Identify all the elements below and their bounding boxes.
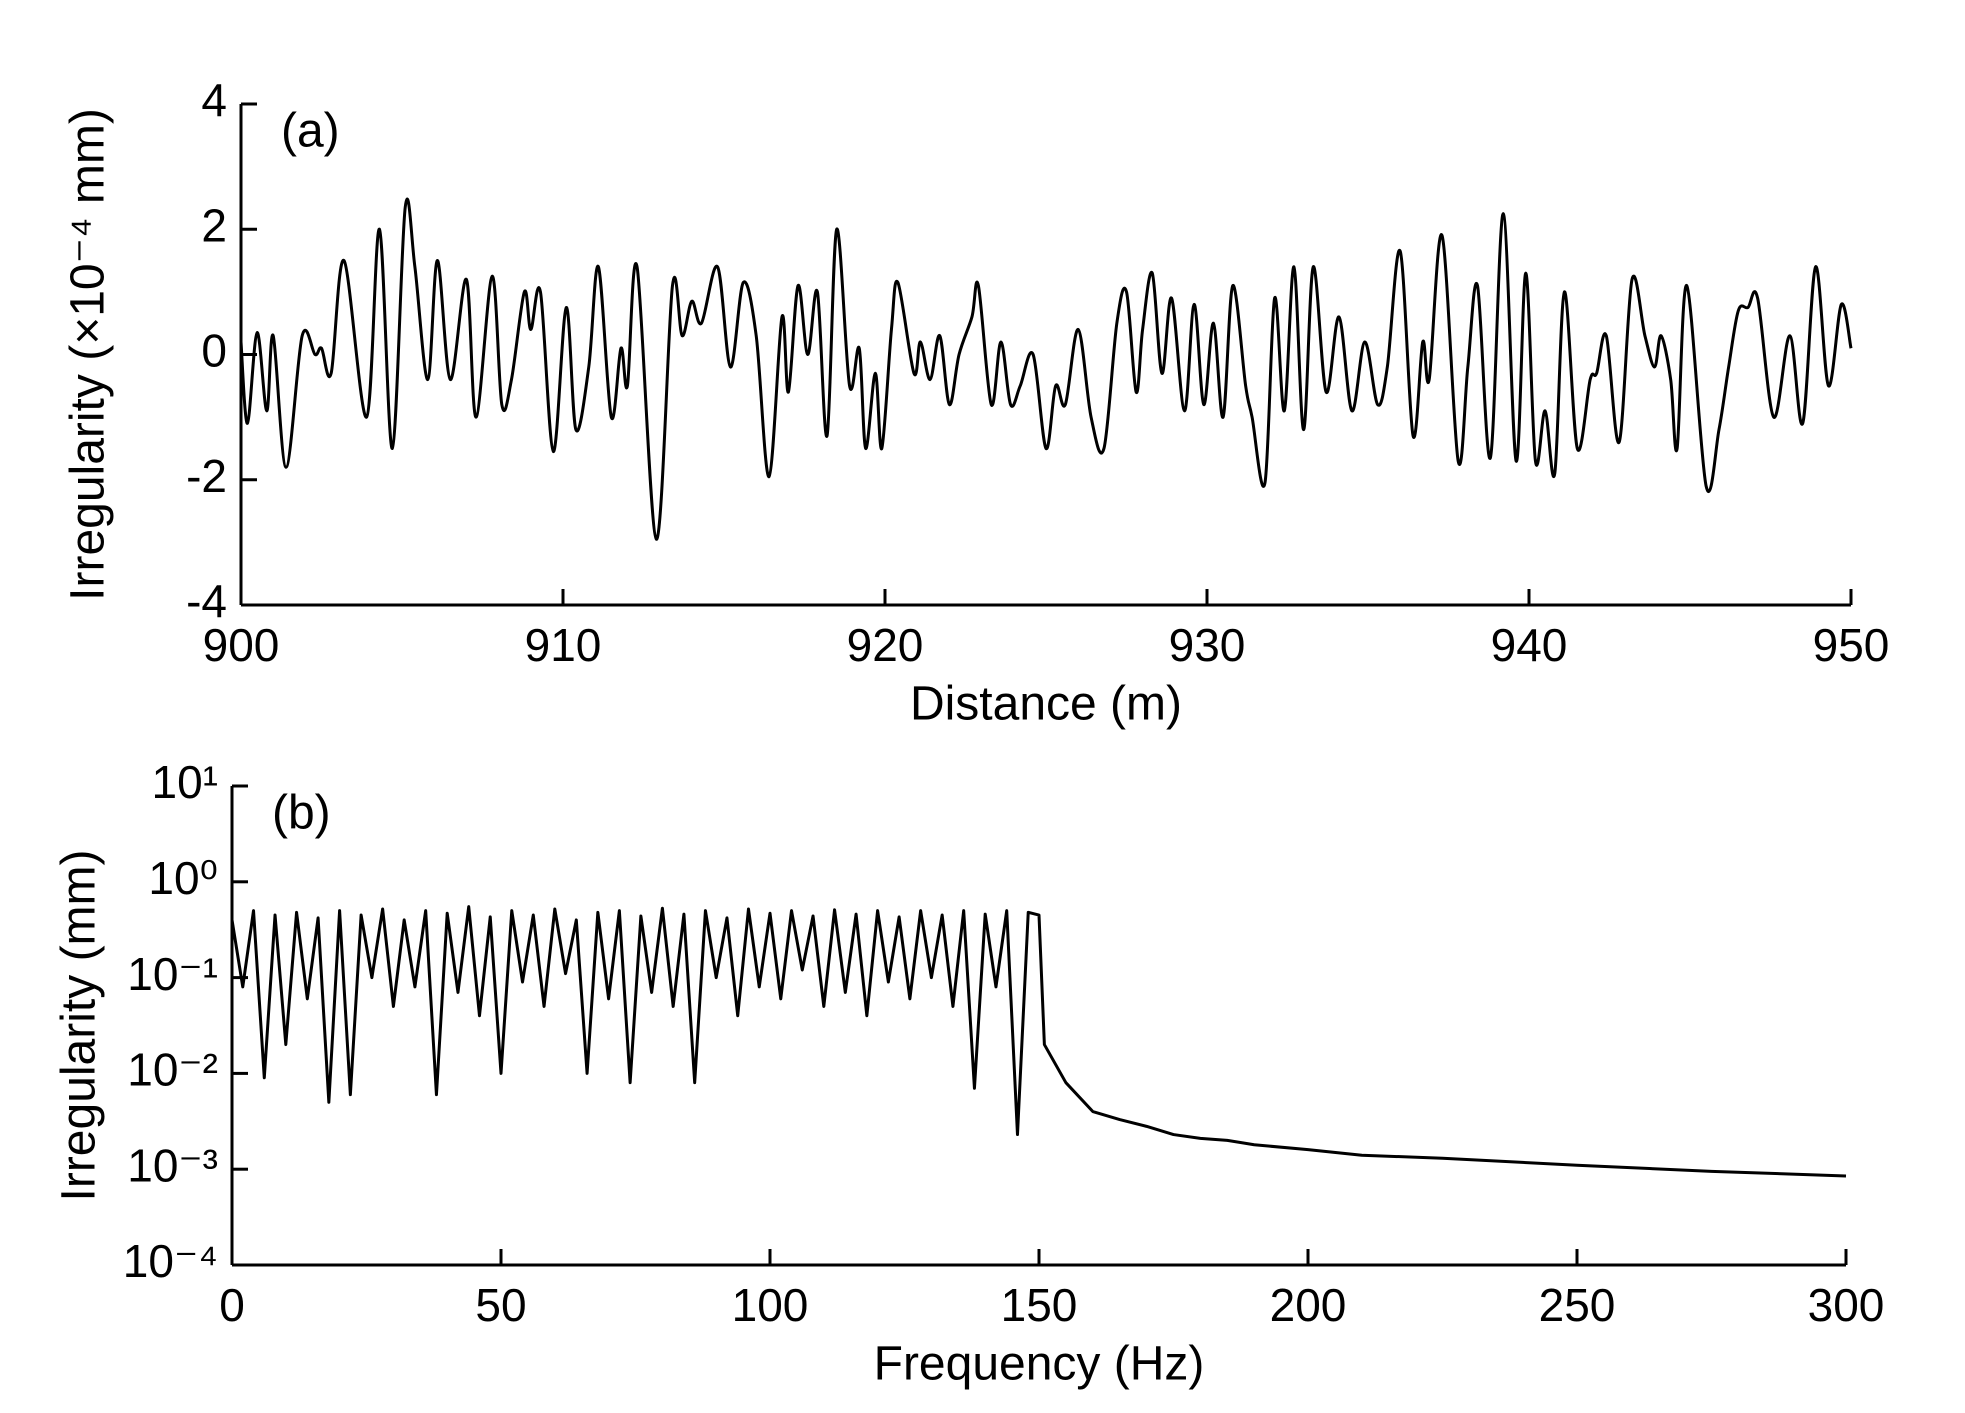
x-tick-label: 950 [1813,619,1890,671]
y-tick-label: 10⁻¹ [127,948,218,1000]
y-axis-label: Irregularity (×10⁻⁴ mm) [62,108,115,601]
x-tick-label: 900 [203,619,280,671]
panel-label: (b) [272,787,331,840]
x-tick-label: 50 [475,1279,526,1331]
y-axis-label: Irregularity (mm) [53,849,106,1201]
y-tick-label: 4 [201,74,227,126]
x-tick-label: 300 [1808,1279,1885,1331]
y-tick-label: -2 [186,450,227,502]
x-tick-label: 930 [1169,619,1246,671]
y-tick-label: -4 [186,575,227,627]
x-tick-label: 920 [847,619,924,671]
y-tick-label: 10⁻⁴ [123,1235,218,1287]
panel-label: (a) [281,105,340,158]
x-tick-label: 200 [1270,1279,1347,1331]
y-tick-label: 10⁻³ [127,1139,218,1191]
y-tick-label: 2 [201,199,227,251]
x-tick-label: 100 [732,1279,809,1331]
y-tick-label: 0 [201,325,227,377]
x-tick-label: 0 [219,1279,245,1331]
y-tick-label: 10⁰ [148,852,218,904]
data-line [230,905,1847,1178]
data-line [239,197,1853,541]
y-tick-label: 10¹ [152,756,218,808]
y-tick-label: 10⁻² [127,1044,218,1096]
x-axis-label: Frequency (Hz) [874,1338,1205,1391]
x-tick-label: 150 [1001,1279,1078,1331]
x-tick-label: 910 [525,619,602,671]
x-tick-label: 940 [1491,619,1568,671]
x-axis-label: Distance (m) [910,678,1182,731]
x-tick-label: 250 [1539,1279,1616,1331]
